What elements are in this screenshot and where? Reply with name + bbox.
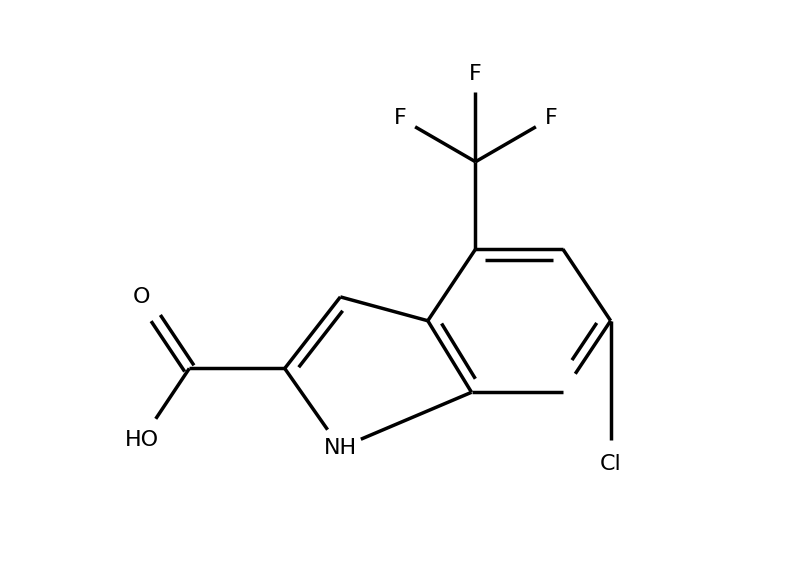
Text: O: O: [133, 287, 150, 307]
Text: F: F: [469, 64, 482, 84]
Text: Cl: Cl: [600, 454, 622, 474]
Text: F: F: [394, 108, 406, 128]
Text: NH: NH: [324, 438, 357, 458]
Text: HO: HO: [124, 430, 158, 450]
Text: F: F: [545, 108, 558, 128]
